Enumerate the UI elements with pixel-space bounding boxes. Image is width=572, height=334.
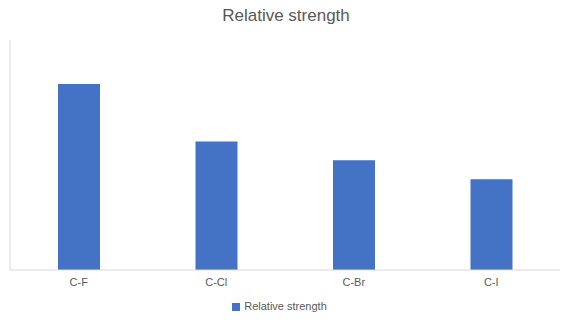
svg-text:C-I: C-I bbox=[484, 276, 499, 288]
svg-text:C-Br: C-Br bbox=[342, 276, 365, 288]
html-text:Relative strength: Relative strength bbox=[244, 300, 327, 312]
svg-text:C-F: C-F bbox=[70, 276, 89, 288]
html-text:Relative strength: Relative strength bbox=[222, 6, 350, 25]
svg-text:C-Cl: C-Cl bbox=[205, 276, 227, 288]
